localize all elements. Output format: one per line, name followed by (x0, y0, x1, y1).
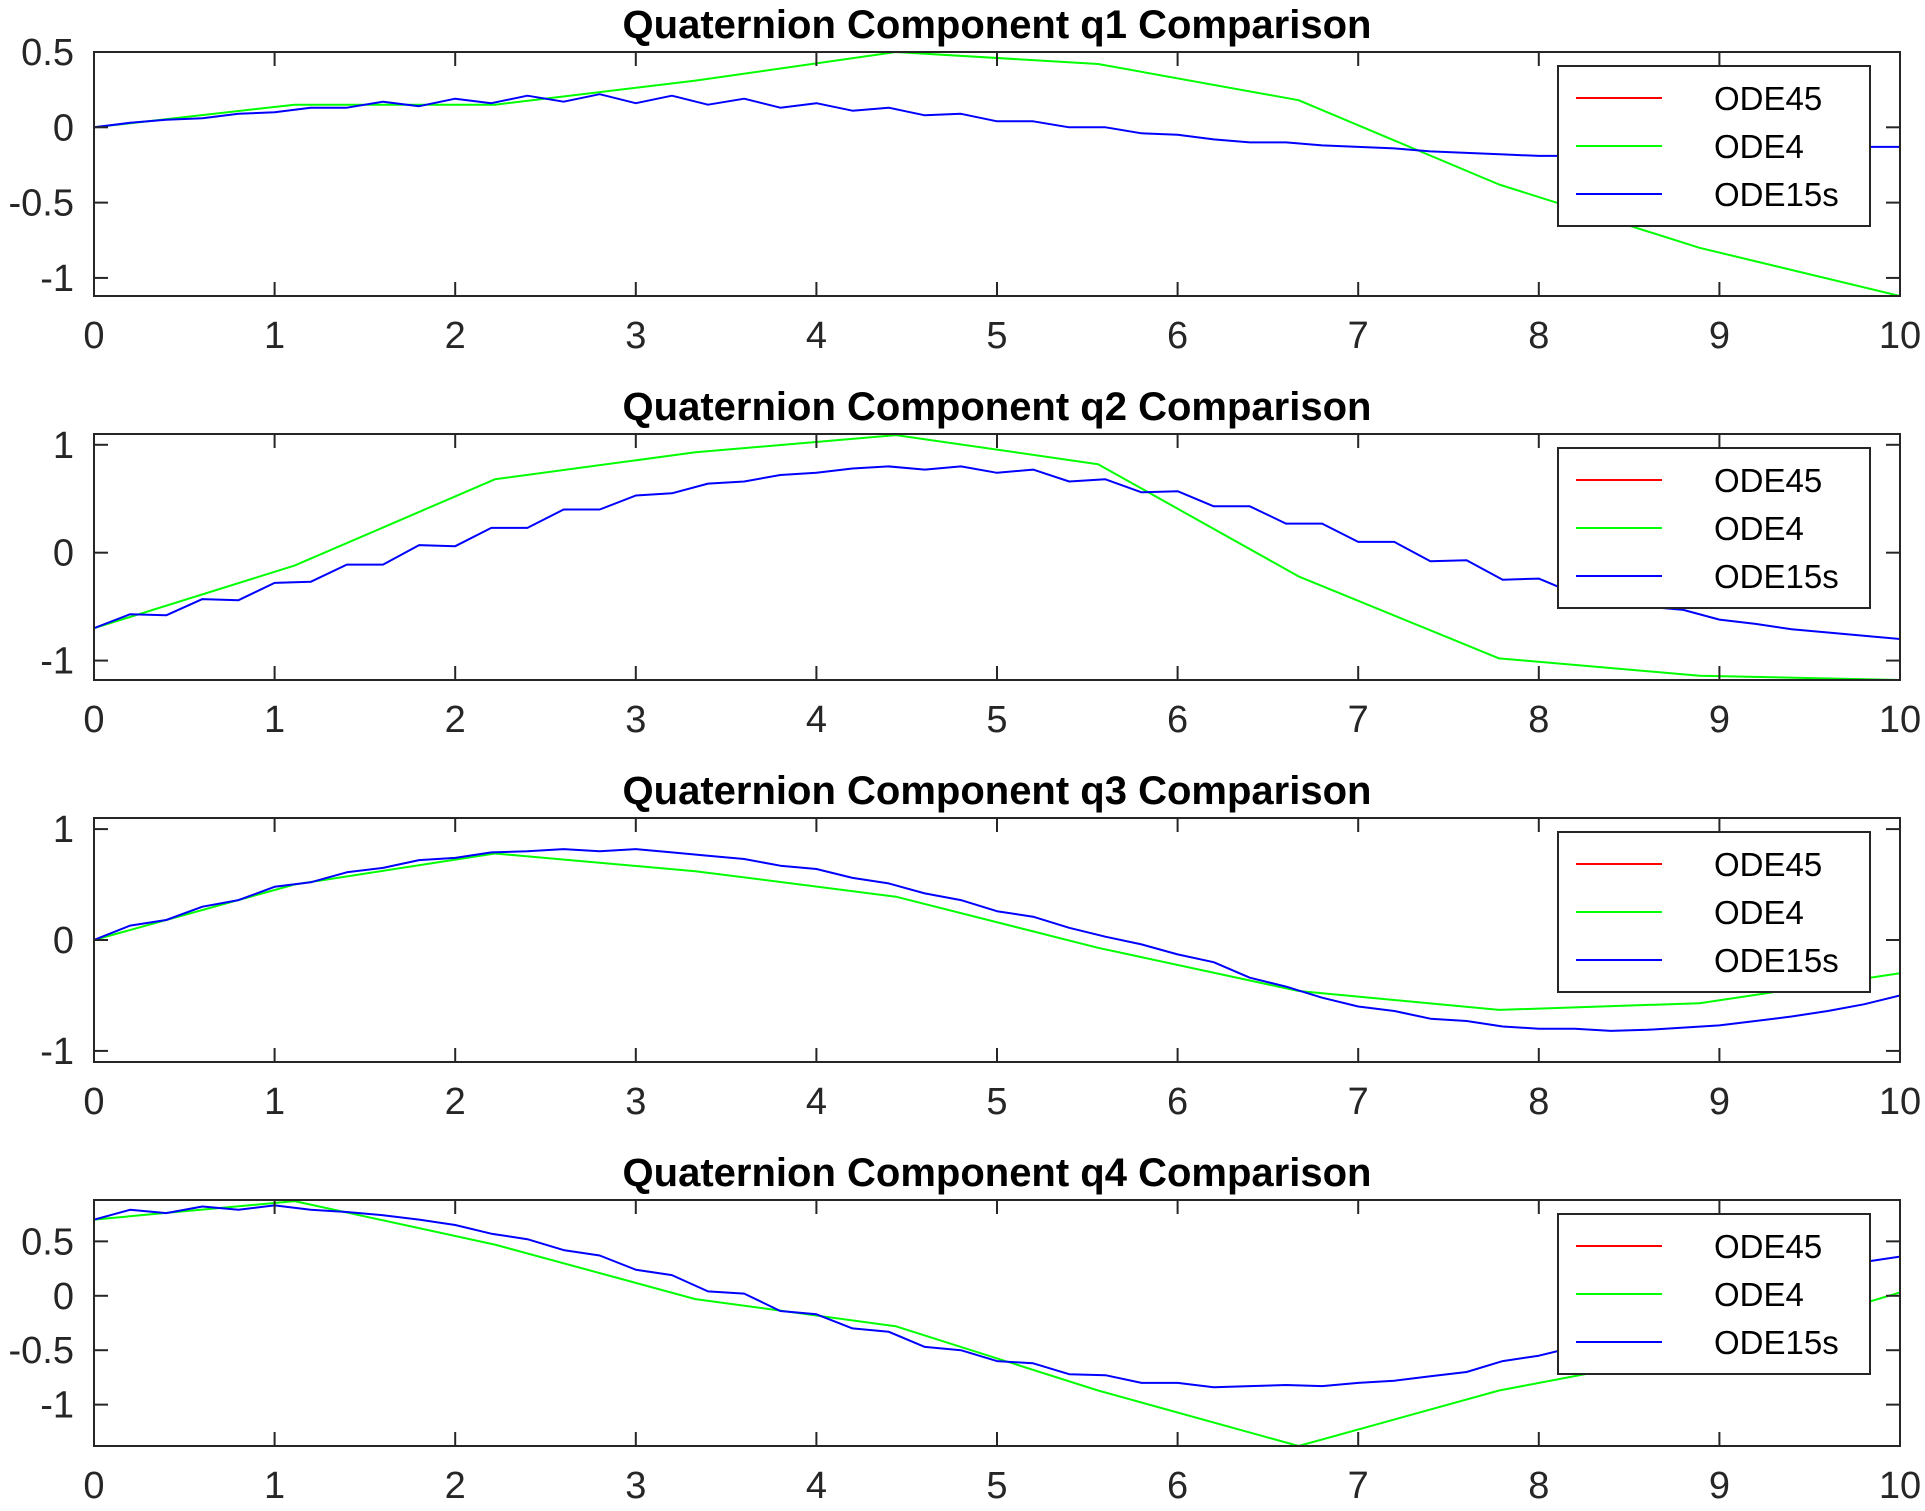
x-tick-label: 6 (1167, 1081, 1188, 1123)
y-tick-label: -1 (40, 1031, 74, 1073)
legend-label-ode45: ODE45 (1714, 846, 1822, 883)
x-tick-label: 10 (1879, 315, 1921, 357)
x-tick-label: 4 (806, 699, 827, 741)
x-tick-label: 3 (625, 315, 646, 357)
x-tick-label: 6 (1167, 1465, 1188, 1506)
y-tick-label: -0.5 (9, 183, 74, 225)
x-tick-label: 5 (986, 315, 1007, 357)
y-tick-label: -1 (40, 258, 74, 300)
x-tick-label: 8 (1528, 1081, 1549, 1123)
legend-label-ode45: ODE45 (1714, 80, 1822, 117)
legend-label-ode15s: ODE15s (1714, 1324, 1839, 1361)
x-tick-label: 7 (1348, 1465, 1369, 1506)
y-tick-label: 1 (53, 425, 74, 467)
x-tick-label: 7 (1348, 1081, 1369, 1123)
x-tick-label: 10 (1879, 1081, 1921, 1123)
x-tick-label: 3 (625, 699, 646, 741)
x-tick-label: 1 (264, 1081, 285, 1123)
x-tick-label: 2 (445, 1081, 466, 1123)
legend-label-ode4: ODE4 (1714, 894, 1804, 931)
x-tick-label: 9 (1709, 699, 1730, 741)
series-line-ode4 (94, 434, 1900, 680)
y-tick-label: 1 (53, 809, 74, 851)
x-tick-label: 9 (1709, 1081, 1730, 1123)
subplot-title: Quaternion Component q2 Comparison (623, 385, 1372, 429)
legend: ODE45 ODE4 ODE15s (1557, 1213, 1871, 1375)
x-tick-label: 4 (806, 1465, 827, 1506)
x-tick-label: 3 (625, 1081, 646, 1123)
y-tick-label: 0 (53, 533, 74, 575)
series-line-ode15s (94, 848, 1900, 1032)
x-tick-label: 9 (1709, 315, 1730, 357)
x-tick-label: 2 (445, 1465, 466, 1506)
x-tick-label: 1 (264, 315, 285, 357)
x-tick-label: 2 (445, 315, 466, 357)
subplot-q4: Quaternion Component q4 Comparison 0 1 2 3 4 5… (9, 1151, 1922, 1507)
x-tick-label: 10 (1879, 1465, 1921, 1506)
x-tick-label: 5 (986, 1081, 1007, 1123)
legend: ODE45 ODE4 ODE15s (1557, 65, 1871, 227)
legend-label-ode4: ODE4 (1714, 1276, 1804, 1313)
subplot-q3: Quaternion Component q3 Comparison 0 1 2 3 4 5… (40, 769, 1921, 1123)
y-tick-label: -0.5 (9, 1330, 74, 1372)
x-tick-label: 7 (1348, 699, 1369, 741)
x-tick-label: 0 (83, 1465, 104, 1506)
subplot-title: Quaternion Component q3 Comparison (623, 769, 1372, 813)
y-tick-label: 0.5 (21, 32, 74, 74)
subplot-q1: Quaternion Component q1 Comparison 0 1 2 3 4 5… (9, 3, 1922, 357)
x-tick-label: 8 (1528, 1465, 1549, 1506)
y-tick-label: 0.5 (21, 1221, 74, 1263)
legend-label-ode15s: ODE15s (1714, 176, 1839, 213)
legend-label-ode45: ODE45 (1714, 462, 1822, 499)
series-line-ode4 (94, 852, 1900, 1011)
y-tick-label: -1 (40, 641, 74, 683)
legend-label-ode15s: ODE15s (1714, 942, 1839, 979)
x-tick-label: 1 (264, 1465, 285, 1506)
y-tick-label: -1 (40, 1385, 74, 1427)
legend: ODE45 ODE4 ODE15s (1557, 447, 1871, 609)
x-tick-label: 7 (1348, 315, 1369, 357)
x-tick-label: 6 (1167, 699, 1188, 741)
y-tick-label: 0 (53, 920, 74, 962)
x-tick-label: 10 (1879, 699, 1921, 741)
x-tick-label: 0 (83, 315, 104, 357)
x-tick-label: 0 (83, 699, 104, 741)
x-tick-label: 4 (806, 1081, 827, 1123)
x-tick-label: 6 (1167, 315, 1188, 357)
legend: ODE45 ODE4 ODE15s (1557, 831, 1871, 993)
subplot-q2: Quaternion Component q2 Comparison 0 1 2 3 4 5… (40, 385, 1921, 741)
x-tick-label: 9 (1709, 1465, 1730, 1506)
x-tick-label: 3 (625, 1465, 646, 1506)
x-tick-label: 5 (986, 699, 1007, 741)
x-tick-label: 2 (445, 699, 466, 741)
legend-label-ode45: ODE45 (1714, 1228, 1822, 1265)
x-tick-label: 1 (264, 699, 285, 741)
y-tick-label: 0 (53, 107, 74, 149)
x-tick-label: 5 (986, 1465, 1007, 1506)
x-tick-label: 4 (806, 315, 827, 357)
subplot-title: Quaternion Component q4 Comparison (623, 1151, 1372, 1195)
y-tick-label: 0 (53, 1276, 74, 1318)
legend-label-ode4: ODE4 (1714, 128, 1804, 165)
x-tick-label: 8 (1528, 699, 1549, 741)
legend-label-ode15s: ODE15s (1714, 558, 1839, 595)
legend-label-ode4: ODE4 (1714, 510, 1804, 547)
x-tick-label: 8 (1528, 315, 1549, 357)
x-tick-label: 0 (83, 1081, 104, 1123)
series-group (94, 848, 1900, 1032)
subplot-title: Quaternion Component q1 Comparison (623, 3, 1372, 47)
